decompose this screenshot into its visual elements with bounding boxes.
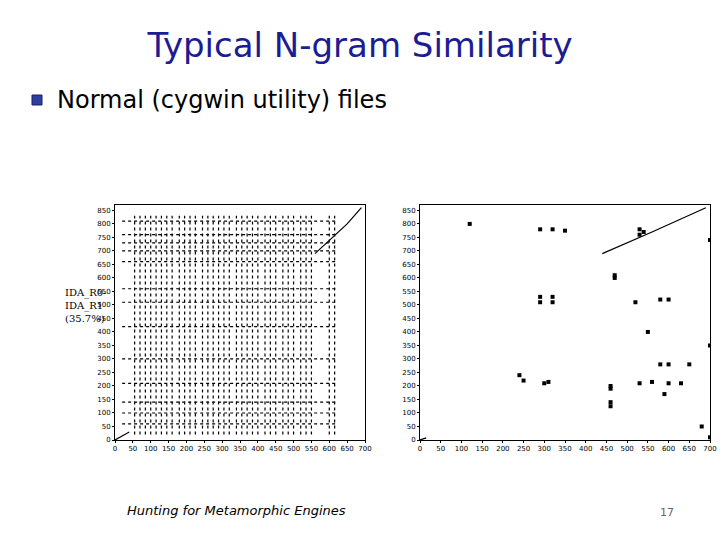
svg-text:150: 150: [97, 396, 110, 404]
svg-text:600: 600: [97, 274, 110, 282]
svg-text:600: 600: [662, 445, 675, 453]
svg-text:200: 200: [402, 382, 415, 390]
svg-text:600: 600: [402, 274, 415, 282]
svg-text:350: 350: [402, 342, 415, 350]
svg-text:500: 500: [620, 445, 633, 453]
svg-text:250: 250: [402, 369, 415, 377]
svg-text:450: 450: [269, 445, 282, 453]
svg-text:350: 350: [558, 445, 571, 453]
svg-text:250: 250: [97, 369, 110, 377]
svg-text:0: 0: [418, 445, 422, 453]
svg-text:100: 100: [455, 445, 468, 453]
svg-text:700: 700: [358, 445, 371, 453]
svg-text:550: 550: [97, 288, 110, 296]
svg-text:550: 550: [305, 445, 318, 453]
svg-text:Normal (cygwin utility) files: Normal (cygwin utility) files: [57, 86, 387, 114]
svg-text:850: 850: [402, 207, 415, 215]
svg-text:50: 50: [128, 445, 137, 453]
svg-text:400: 400: [97, 328, 110, 336]
svg-text:250: 250: [198, 445, 211, 453]
svg-text:100: 100: [97, 409, 110, 417]
svg-text:400: 400: [251, 445, 264, 453]
svg-text:700: 700: [402, 247, 415, 255]
svg-text:800: 800: [97, 220, 110, 228]
svg-text:200: 200: [180, 445, 193, 453]
svg-text:IDA_R0-IDA_R1(35.7%): IDA_R0-IDA_R1(35.7%): [65, 287, 106, 324]
svg-text:650: 650: [402, 261, 415, 269]
svg-text:400: 400: [579, 445, 592, 453]
svg-text:550: 550: [402, 288, 415, 296]
svg-text:650: 650: [97, 261, 110, 269]
svg-text:100: 100: [402, 409, 415, 417]
svg-text:150: 150: [475, 445, 488, 453]
svg-text:150: 150: [162, 445, 175, 453]
svg-text:300: 300: [97, 355, 110, 363]
svg-text:50: 50: [436, 445, 445, 453]
svg-text:50: 50: [102, 423, 111, 431]
svg-text:800: 800: [402, 220, 415, 228]
svg-text:700: 700: [703, 445, 716, 453]
svg-text:0: 0: [113, 445, 117, 453]
svg-text:400: 400: [402, 328, 415, 336]
svg-text:200: 200: [97, 382, 110, 390]
svg-text:17: 17: [660, 506, 674, 519]
svg-text:250: 250: [517, 445, 530, 453]
svg-text:500: 500: [97, 301, 110, 309]
svg-text:450: 450: [402, 315, 415, 323]
svg-text:300: 300: [538, 445, 551, 453]
svg-text:350: 350: [233, 445, 246, 453]
svg-text:Typical N-gram Similarity: Typical N-gram Similarity: [146, 25, 572, 65]
svg-text:500: 500: [402, 301, 415, 309]
svg-text:650: 650: [683, 445, 696, 453]
svg-text:350: 350: [97, 342, 110, 350]
svg-text:0: 0: [106, 436, 110, 444]
svg-text:Hunting for Metamorphic Engine: Hunting for Metamorphic Engines: [127, 503, 346, 518]
svg-text:750: 750: [97, 234, 110, 242]
svg-text:150: 150: [402, 396, 415, 404]
svg-text:450: 450: [600, 445, 613, 453]
svg-text:300: 300: [402, 355, 415, 363]
svg-text:50: 50: [407, 423, 416, 431]
svg-text:450: 450: [97, 315, 110, 323]
svg-text:750: 750: [402, 234, 415, 242]
svg-text:600: 600: [323, 445, 336, 453]
svg-text:850: 850: [97, 207, 110, 215]
svg-text:700: 700: [97, 247, 110, 255]
svg-text:200: 200: [496, 445, 509, 453]
svg-text:100: 100: [144, 445, 157, 453]
svg-text:300: 300: [215, 445, 228, 453]
svg-text:0: 0: [411, 436, 415, 444]
svg-text:550: 550: [641, 445, 654, 453]
svg-text:500: 500: [287, 445, 300, 453]
svg-text:650: 650: [340, 445, 353, 453]
